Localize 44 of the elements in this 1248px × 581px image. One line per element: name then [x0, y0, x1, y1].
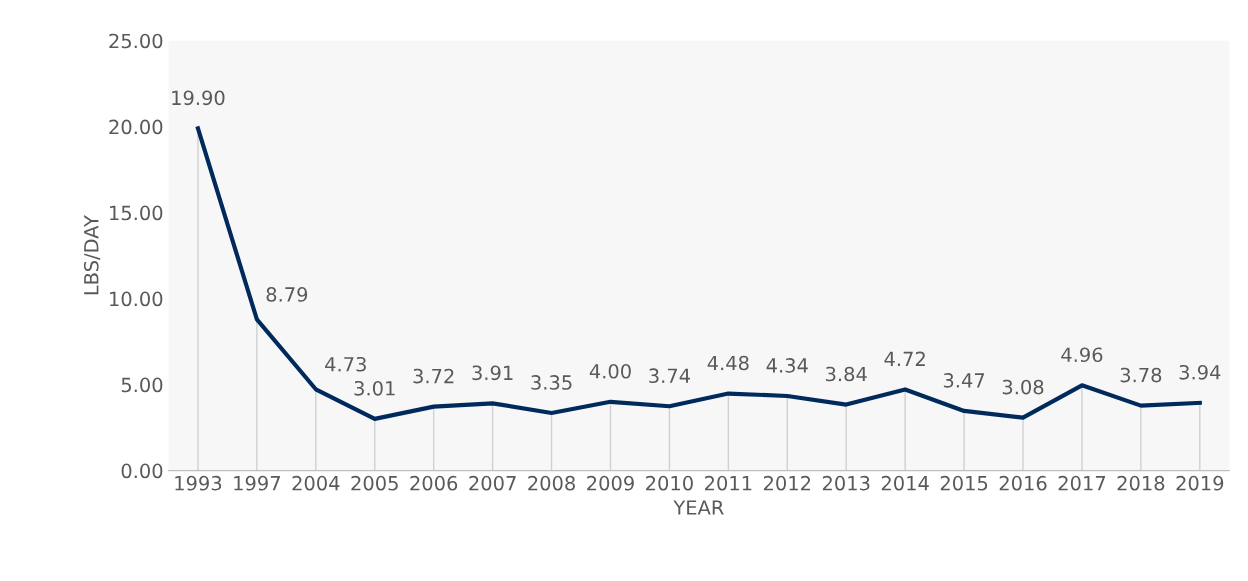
data-label: 3.08 [1002, 379, 1044, 395]
x-tick-label: 2005 [351, 475, 398, 491]
data-label: 8.79 [266, 287, 308, 302]
x-tick-label: 2008 [528, 475, 575, 491]
x-tick-label: 2006 [410, 475, 458, 491]
x-axis-title: YEAR [673, 500, 724, 515]
x-tick-label: 2016 [999, 475, 1047, 491]
y-tick-label: 5.00 [121, 377, 163, 393]
data-label: 3.94 [1179, 364, 1221, 380]
y-tick-label: 25.00 [109, 33, 163, 49]
x-tick-label: 2009 [587, 475, 634, 491]
y-tick-label: 0.00 [121, 463, 163, 479]
data-label: 4.73 [325, 356, 366, 372]
x-tick-label: 1997 [234, 475, 280, 491]
data-label: 4.72 [884, 351, 925, 366]
data-label: 3.84 [826, 366, 867, 382]
data-label: 4.00 [589, 363, 631, 379]
data-label: 4.34 [766, 358, 808, 373]
x-tick-label: 2011 [705, 475, 752, 491]
data-label: 4.48 [707, 355, 749, 371]
x-tick-label: 2014 [881, 475, 929, 491]
data-label: 19.90 [172, 90, 225, 106]
x-tick-label: 2017 [1058, 475, 1106, 491]
x-tick-label: 2018 [1117, 475, 1165, 491]
y-tick-label: 15.00 [110, 205, 163, 221]
data-label: 4.96 [1061, 347, 1103, 363]
data-label: 3.74 [649, 368, 690, 384]
data-label: 3.47 [943, 373, 985, 388]
x-tick-label: 2004 [292, 475, 340, 491]
x-tick-label: 1993 [175, 475, 222, 491]
x-tick-label: 2007 [469, 475, 516, 491]
data-label: 3.35 [531, 375, 572, 390]
x-tick-label: 2015 [940, 475, 988, 491]
data-label: 3.91 [472, 365, 513, 381]
y-tick-label: 10.00 [110, 291, 163, 307]
y-tick-label: 20.00 [109, 119, 163, 135]
data-label: 3.01 [354, 380, 395, 396]
x-tick-label: 2013 [822, 475, 870, 491]
x-tick-label: 2019 [1176, 475, 1224, 491]
data-label: 3.72 [413, 368, 454, 384]
x-tick-label: 2010 [646, 475, 693, 491]
y-axis-title: LBS/DAY [83, 215, 101, 295]
x-tick-label: 2012 [763, 475, 811, 491]
data-label: 3.78 [1120, 367, 1162, 383]
